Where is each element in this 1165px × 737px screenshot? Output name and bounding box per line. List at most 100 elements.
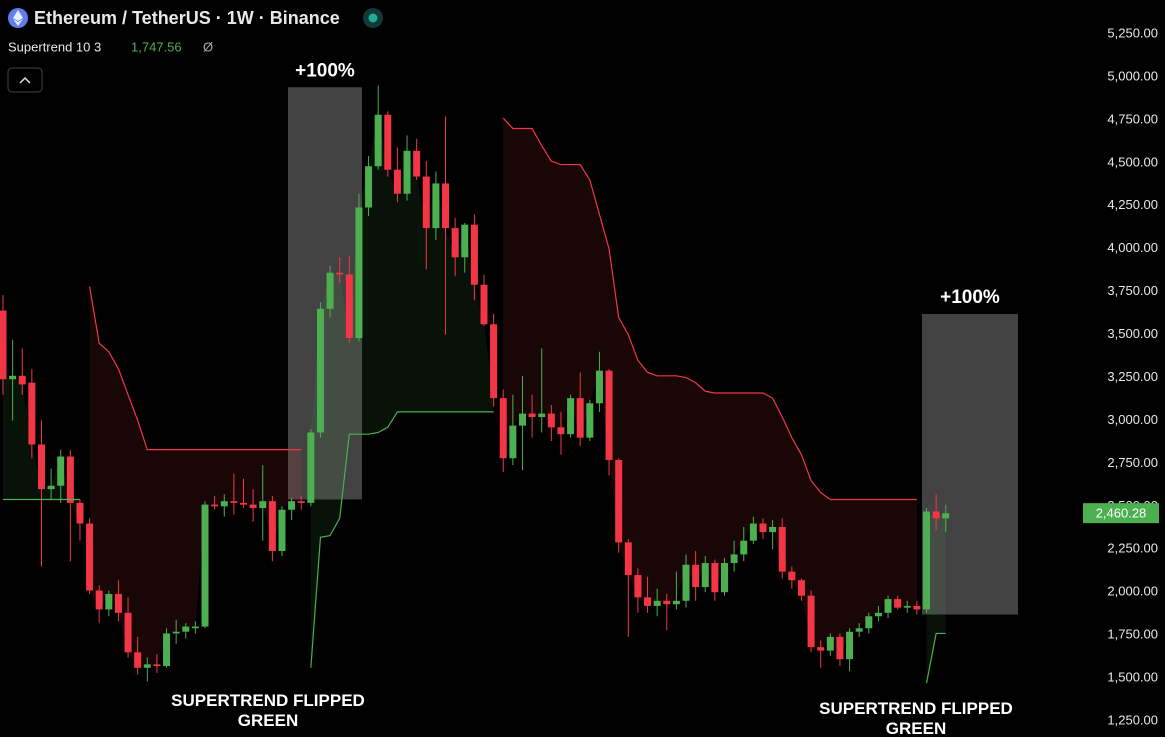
candle-body xyxy=(374,114,382,167)
candle-body xyxy=(644,597,652,606)
candle-body xyxy=(230,501,238,503)
candle-body xyxy=(105,593,113,610)
candle-body xyxy=(182,626,190,632)
candle-body xyxy=(345,274,353,339)
coin-glyph xyxy=(13,10,23,26)
candle-body xyxy=(682,564,690,601)
candle-body xyxy=(355,207,363,339)
plot xyxy=(0,85,1018,684)
candle-body xyxy=(567,398,575,435)
candle-body xyxy=(0,310,7,380)
y-tick-label: 3,000.00 xyxy=(1107,412,1158,427)
candle-body xyxy=(124,612,132,653)
candle-body xyxy=(759,523,767,533)
candle-body xyxy=(307,432,315,503)
supertrend-line xyxy=(3,411,946,684)
range-label: +100% xyxy=(295,60,355,81)
chevron-up xyxy=(19,76,31,84)
candle-body xyxy=(778,526,786,572)
y-tick-label: 2,000.00 xyxy=(1107,584,1158,599)
candle-body xyxy=(672,600,680,605)
status-dot xyxy=(368,13,378,23)
candle-body xyxy=(480,284,488,325)
range-box xyxy=(922,313,1018,615)
candle-body xyxy=(461,224,469,258)
y-tick-label: 2,250.00 xyxy=(1107,541,1158,556)
candle-body xyxy=(903,605,911,608)
candle-body xyxy=(913,605,921,610)
candle-body xyxy=(740,540,748,555)
candle-body xyxy=(240,502,247,505)
candle-body xyxy=(749,523,757,541)
candle-body xyxy=(692,564,700,588)
candle-body xyxy=(605,370,613,460)
candle-body xyxy=(336,272,344,275)
candle-body xyxy=(499,398,507,459)
candle-body xyxy=(942,513,950,519)
candle-body xyxy=(18,375,26,385)
y-tick-label: 4,500.00 xyxy=(1107,154,1158,169)
candle-body xyxy=(86,523,94,591)
candle-body xyxy=(249,504,257,509)
candle-body xyxy=(172,631,180,634)
candle-body xyxy=(191,626,199,629)
candle-body xyxy=(538,413,546,418)
candle-body xyxy=(836,636,844,660)
candle-body xyxy=(518,413,526,426)
candle-body xyxy=(451,228,459,258)
trend-fill xyxy=(89,286,302,668)
candle-body xyxy=(278,509,286,551)
candle-body xyxy=(624,542,632,576)
candle-body xyxy=(403,150,411,194)
y-tick-label: 4,250.00 xyxy=(1107,197,1158,212)
candle-body xyxy=(797,580,805,596)
trend-fill xyxy=(503,118,917,660)
candle-body xyxy=(653,600,661,606)
candle-body xyxy=(211,504,219,507)
candle-body xyxy=(634,575,642,598)
candle-body xyxy=(143,664,151,668)
candle-body xyxy=(721,563,728,593)
candle-body xyxy=(615,459,623,543)
y-tick-label: 1,750.00 xyxy=(1107,627,1158,642)
candle-body xyxy=(201,504,209,627)
candle-body xyxy=(288,501,296,510)
candle-body xyxy=(932,511,940,519)
candle-body xyxy=(57,456,65,486)
candle-body xyxy=(595,370,603,404)
price-tag-label: 2,460.28 xyxy=(1096,506,1147,521)
candle-body xyxy=(316,308,324,433)
candle-body xyxy=(923,511,931,610)
candle-body xyxy=(557,427,565,435)
candle-body xyxy=(114,593,122,613)
candle-body xyxy=(66,456,74,503)
candle-body xyxy=(297,501,305,503)
candle-body xyxy=(365,166,373,208)
y-tick-label: 5,250.00 xyxy=(1107,25,1158,40)
candle-body xyxy=(37,444,45,490)
candle-body xyxy=(894,599,902,608)
candle-body xyxy=(393,169,401,194)
candle-body xyxy=(509,425,517,459)
candle-body xyxy=(268,501,276,551)
candle-body xyxy=(384,114,392,170)
candle-body xyxy=(153,664,161,667)
candle-body xyxy=(874,612,882,617)
collapse-button[interactable] xyxy=(7,67,43,93)
candle-body xyxy=(95,590,103,610)
candle-body xyxy=(663,600,671,605)
candle-body xyxy=(163,633,171,667)
candle-body xyxy=(788,571,796,581)
candle-body xyxy=(586,403,594,438)
candle-body xyxy=(730,554,738,564)
candle-body xyxy=(220,501,228,507)
y-tick-label: 3,250.00 xyxy=(1107,369,1158,384)
candle-body xyxy=(769,526,777,533)
candle-body xyxy=(47,485,55,490)
candle-body xyxy=(490,324,498,399)
y-tick-label: 4,000.00 xyxy=(1107,240,1158,255)
candle-body xyxy=(442,183,450,229)
candle-body xyxy=(528,413,536,418)
